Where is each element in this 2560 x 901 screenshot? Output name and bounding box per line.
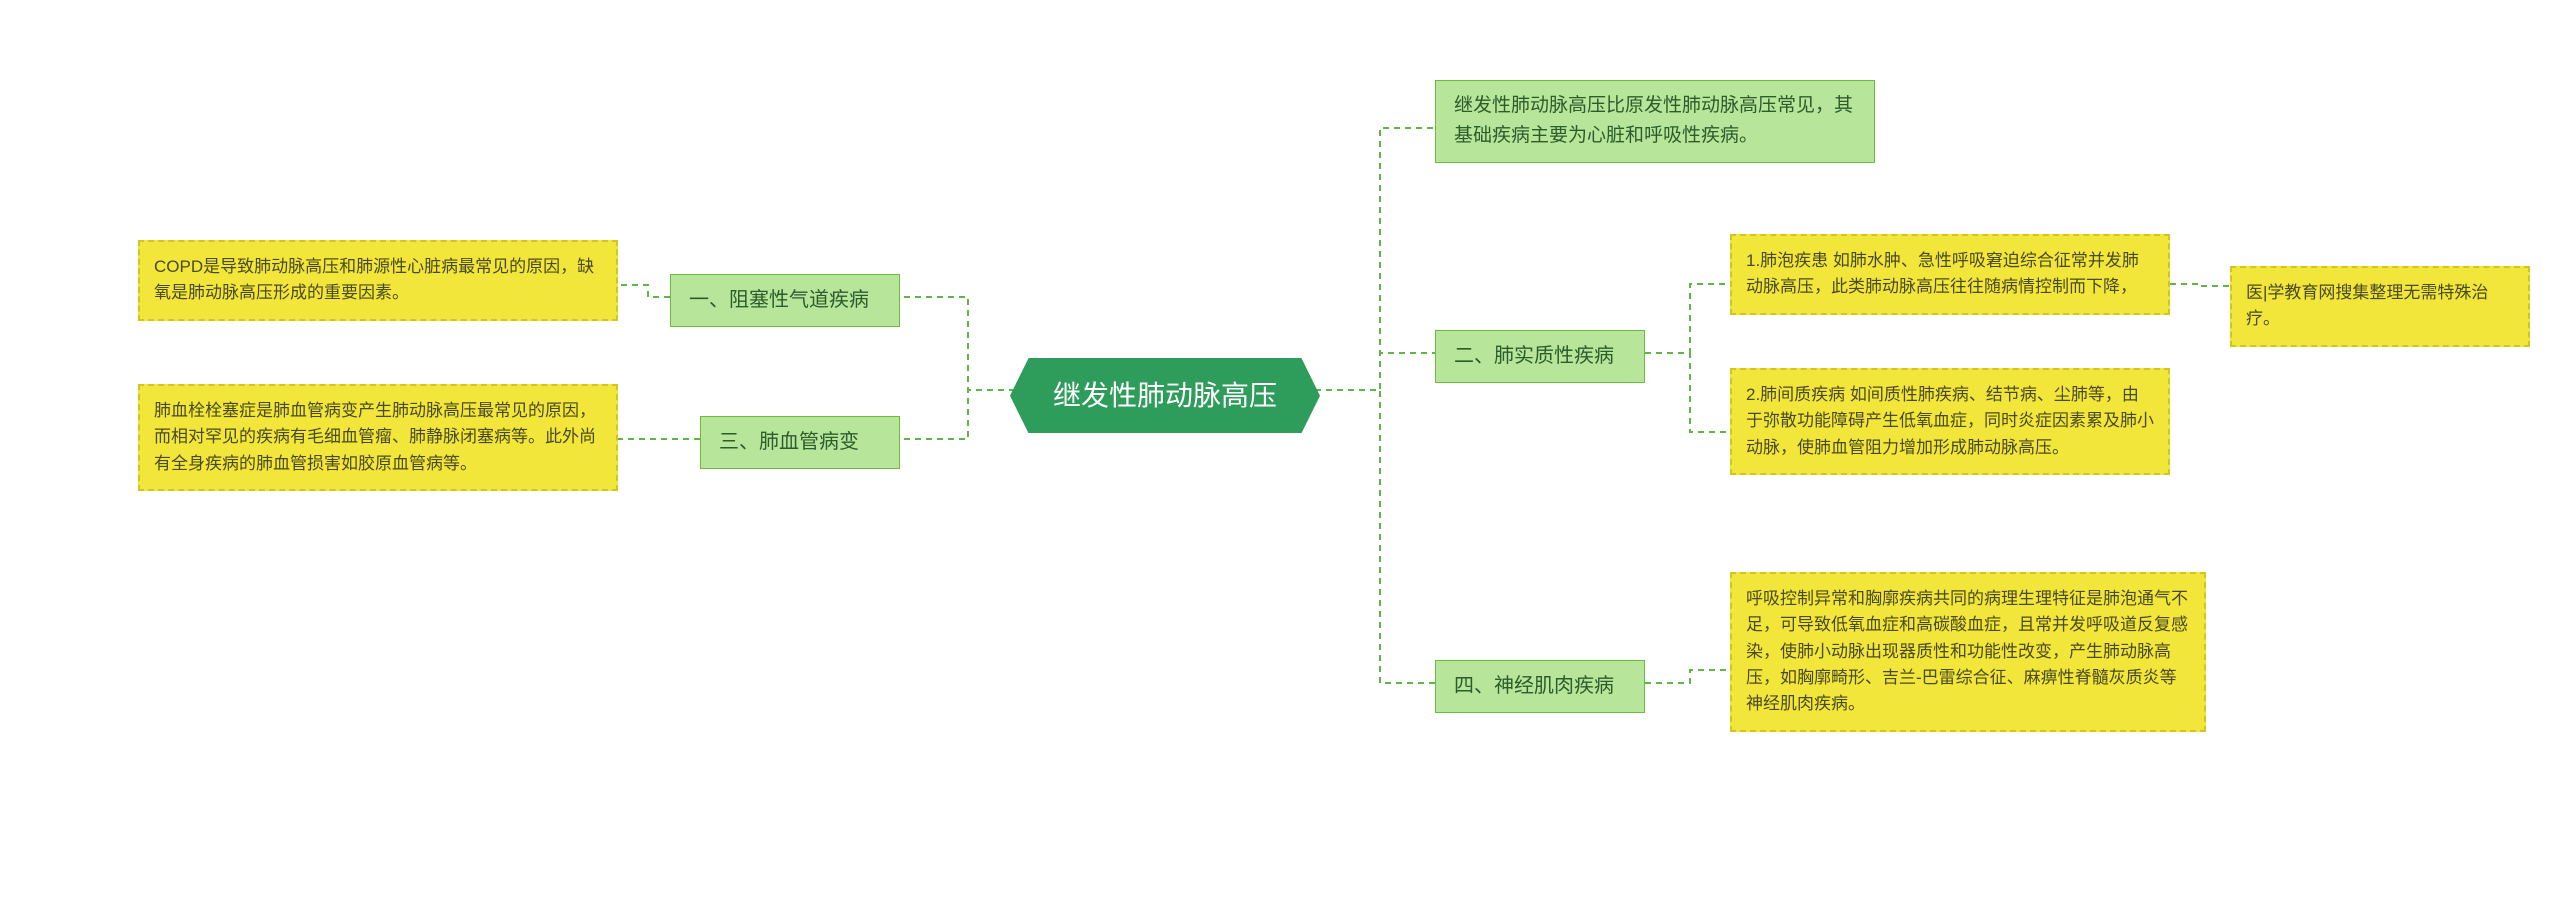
intro-node: 继发性肺动脉高压比原发性肺动脉高压常见，其基础疾病主要为心脏和呼吸性疾病。 [1435, 80, 1875, 163]
branch-2: 二、肺实质性疾病 [1435, 330, 1645, 383]
leaf-copd-text: COPD是导致肺动脉高压和肺源性心脏病最常见的原因，缺氧是肺动脉高压形成的重要因… [154, 257, 594, 302]
leaf-4: 呼吸控制异常和胸廓疾病共同的病理生理特征是肺泡通气不足，可导致低氧血症和高碳酸血… [1730, 572, 2206, 732]
leaf-2b-text: 2.肺间质疾病 如间质性肺疾病、结节病、尘肺等，由于弥散功能障碍产生低氧血症，同… [1746, 385, 2154, 457]
leaf-2b: 2.肺间质疾病 如间质性肺疾病、结节病、尘肺等，由于弥散功能障碍产生低氧血症，同… [1730, 368, 2170, 475]
branch-1: 一、阻塞性气道疾病 [670, 274, 900, 327]
leaf-2a1-text: 医|学教育网搜集整理无需特殊治疗。 [2246, 283, 2488, 328]
intro-text: 继发性肺动脉高压比原发性肺动脉高压常见，其基础疾病主要为心脏和呼吸性疾病。 [1454, 95, 1853, 146]
branch-2-label: 二、肺实质性疾病 [1454, 345, 1614, 367]
leaf-2a1: 医|学教育网搜集整理无需特殊治疗。 [2230, 266, 2530, 347]
leaf-copd: COPD是导致肺动脉高压和肺源性心脏病最常见的原因，缺氧是肺动脉高压形成的重要因… [138, 240, 618, 321]
root-node: 继发性肺动脉高压 [1010, 358, 1320, 433]
leaf-4-text: 呼吸控制异常和胸廓疾病共同的病理生理特征是肺泡通气不足，可导致低氧血症和高碳酸血… [1746, 589, 2188, 713]
root-label: 继发性肺动脉高压 [1053, 380, 1277, 411]
branch-3: 三、肺血管病变 [700, 416, 900, 469]
leaf-2a-text: 1.肺泡疾患 如肺水肿、急性呼吸窘迫综合征常并发肺动脉高压，此类肺动脉高压往往随… [1746, 251, 2139, 296]
leaf-2a: 1.肺泡疾患 如肺水肿、急性呼吸窘迫综合征常并发肺动脉高压，此类肺动脉高压往往随… [1730, 234, 2170, 315]
branch-1-label: 一、阻塞性气道疾病 [689, 289, 869, 311]
branch-4-label: 四、神经肌肉疾病 [1454, 675, 1614, 697]
branch-3-label: 三、肺血管病变 [719, 431, 859, 453]
branch-4: 四、神经肌肉疾病 [1435, 660, 1645, 713]
leaf-vascular: 肺血栓栓塞症是肺血管病变产生肺动脉高压最常见的原因，而相对罕见的疾病有毛细血管瘤… [138, 384, 618, 491]
leaf-vascular-text: 肺血栓栓塞症是肺血管病变产生肺动脉高压最常见的原因，而相对罕见的疾病有毛细血管瘤… [154, 401, 596, 473]
